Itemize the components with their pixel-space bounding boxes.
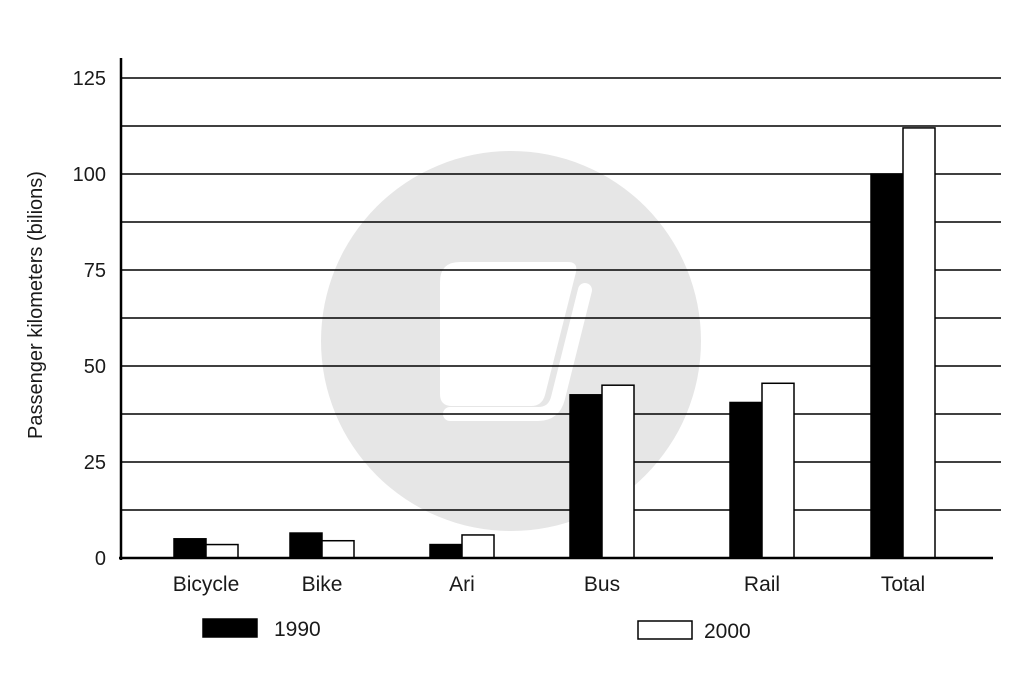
y-tick-label: 100 xyxy=(73,164,106,186)
bar-1990-bike xyxy=(289,532,323,559)
legend-label-2000: 2000 xyxy=(704,620,751,643)
x-category-label: Rail xyxy=(744,573,780,596)
bar-2000-rail xyxy=(761,382,795,559)
y-tick-label: 75 xyxy=(84,260,106,282)
bar-1990-ari xyxy=(429,543,463,559)
y-tick-labels: 0 25 50 75 100 125 xyxy=(73,68,106,570)
bar-1990-total xyxy=(870,173,904,559)
bar-1990-rail xyxy=(729,401,763,559)
bar-2000-bus xyxy=(601,384,635,559)
x-category-label: Ari xyxy=(449,573,475,596)
y-tick-label: 50 xyxy=(84,356,106,378)
legend-label-1990: 1990 xyxy=(274,618,321,641)
bar-2000-total xyxy=(902,127,936,559)
legend: 1990 2000 xyxy=(202,618,751,643)
y-tick-label: 0 xyxy=(95,548,106,570)
y-tick-label: 25 xyxy=(84,452,106,474)
x-category-label: Bike xyxy=(302,573,343,596)
bar-2000-bicycle xyxy=(205,543,239,559)
bar-1990-bus xyxy=(569,394,603,559)
bar-2000-bike xyxy=(321,539,355,559)
legend-swatch-1990 xyxy=(202,618,258,638)
y-tick-label: 125 xyxy=(73,68,106,90)
x-category-label: Total xyxy=(881,573,925,596)
y-axis-title: Passenger kilometers (bilions) xyxy=(25,171,47,439)
x-category-label: Bicycle xyxy=(173,573,240,596)
watermark xyxy=(321,151,701,531)
x-category-labels: Bicycle Bike Ari Bus Rail Total xyxy=(173,573,925,596)
x-category-label: Bus xyxy=(584,573,620,596)
axes xyxy=(119,58,993,560)
gridlines xyxy=(121,77,1001,511)
legend-swatch-2000 xyxy=(637,620,693,640)
bar-1990-bicycle xyxy=(173,538,207,559)
bar-2000-ari xyxy=(461,534,495,559)
